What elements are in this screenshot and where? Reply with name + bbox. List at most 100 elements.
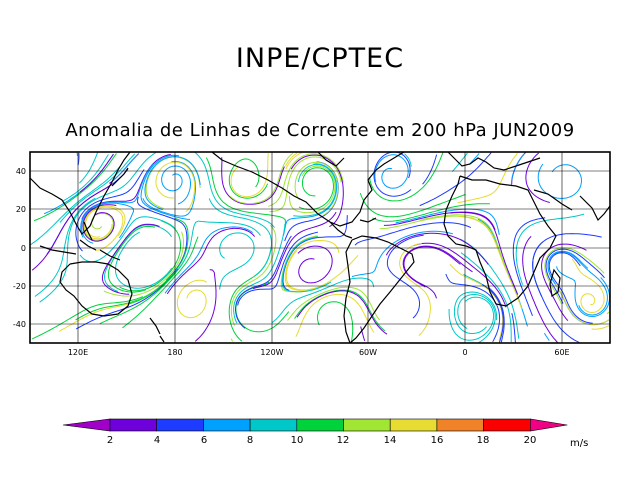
- streamline: [360, 326, 366, 342]
- streamline: [80, 163, 154, 238]
- streamline: [548, 252, 593, 324]
- streamline: [234, 235, 292, 329]
- streamline: [373, 151, 412, 197]
- streamline: [293, 164, 337, 217]
- streamline: [448, 296, 495, 341]
- latitude-axis: 40 20 0 -20 -40: [13, 167, 26, 329]
- east-asia-coast: [29, 151, 131, 235]
- streamline: [383, 211, 496, 231]
- colorbar-label-10: 10: [291, 435, 304, 446]
- streamline: [284, 240, 340, 291]
- streamline: [543, 332, 550, 341]
- streamline: [228, 158, 269, 199]
- lon-tick-60w: 60W: [359, 348, 377, 357]
- streamline: [399, 242, 431, 336]
- streamline: [119, 220, 181, 292]
- streamline: [253, 211, 337, 290]
- europe-coast: [447, 151, 541, 171]
- streamline: [290, 154, 344, 228]
- lon-tick-60e: 60E: [554, 348, 569, 357]
- streamline: [316, 301, 354, 343]
- colorbar-label-2: 2: [107, 435, 113, 446]
- streamline: [419, 214, 508, 270]
- streamline: [372, 203, 490, 222]
- colorbar-label-12: 12: [337, 435, 350, 446]
- streamline: [510, 153, 525, 187]
- streamline: [351, 230, 454, 278]
- colorbar-swatch: [296, 418, 344, 432]
- streamline: [77, 153, 80, 166]
- streamline: [115, 231, 173, 289]
- streamline: [31, 296, 143, 340]
- streamline: [482, 283, 504, 343]
- streamline: [194, 151, 275, 228]
- madagascar-coast: [549, 268, 561, 298]
- streamline: [285, 250, 359, 291]
- streamline: [294, 161, 339, 216]
- colorbar-label-18: 18: [477, 435, 490, 446]
- streamline: [453, 291, 498, 334]
- map-title: Anomalia de Linhas de Corrente em 200 hP…: [65, 120, 575, 141]
- streamline: [155, 161, 196, 213]
- streamline: [404, 153, 412, 167]
- streamline: [297, 245, 333, 284]
- streamline: [298, 167, 335, 211]
- latitude-gridlines: [30, 170, 610, 325]
- lat-tick-minus20: -20: [13, 282, 26, 291]
- streamline: [419, 152, 492, 207]
- streamline: [457, 293, 496, 344]
- streamline: [176, 279, 207, 319]
- australia-coast: [59, 261, 133, 317]
- streamline: [164, 226, 253, 294]
- streamline: [287, 286, 380, 321]
- arctic-islands-coast: [317, 151, 345, 167]
- streamline: [128, 218, 189, 305]
- streamline: [107, 225, 155, 293]
- streamline: [144, 155, 201, 211]
- colorbar-unit: m/s: [570, 438, 588, 449]
- streamline: [230, 224, 277, 326]
- colorbar-label-4: 4: [154, 435, 160, 446]
- streamline: [571, 258, 605, 314]
- africa-coast: [443, 175, 557, 307]
- coastlines: [29, 151, 611, 344]
- colorbar-label-20: 20: [524, 435, 537, 446]
- streamline: [103, 231, 184, 297]
- streamline: [233, 223, 286, 324]
- lat-tick-20: 20: [16, 205, 26, 214]
- streamline: [487, 286, 505, 343]
- north-america-coast: [211, 151, 405, 227]
- streamline: [386, 234, 424, 319]
- indonesia-coast: [39, 221, 121, 261]
- streamline: [606, 311, 610, 315]
- lon-tick-0: 0: [462, 348, 467, 357]
- streamline: [591, 325, 610, 330]
- streamline: [457, 152, 518, 204]
- streamline: [230, 153, 269, 198]
- streamline: [285, 152, 303, 170]
- streamline: [80, 152, 157, 211]
- streamline: [161, 165, 191, 205]
- streamline: [403, 246, 461, 299]
- streamline: [269, 156, 342, 213]
- streamline: [537, 163, 583, 199]
- colorbar-arrow-low: [62, 418, 111, 432]
- longitude-gridlines: [77, 152, 563, 343]
- streamline: [208, 198, 273, 276]
- streamline: [268, 153, 344, 207]
- colorbar-swatch: [389, 418, 438, 432]
- streamline: [544, 247, 605, 305]
- colorbar-labels: 2 4 6 8 10 12 14 16 18 20: [107, 435, 537, 446]
- streamline: [75, 268, 179, 330]
- streamline: [450, 212, 519, 295]
- streamline: [81, 202, 135, 244]
- map-frame: [29, 151, 611, 344]
- streamline: [142, 160, 197, 217]
- streamline: [445, 273, 501, 343]
- streamline: [402, 245, 473, 288]
- lon-tick-120w: 120W: [260, 348, 283, 357]
- lat-tick-40: 40: [16, 167, 26, 176]
- streamline: [374, 154, 409, 189]
- streamline: [194, 269, 217, 342]
